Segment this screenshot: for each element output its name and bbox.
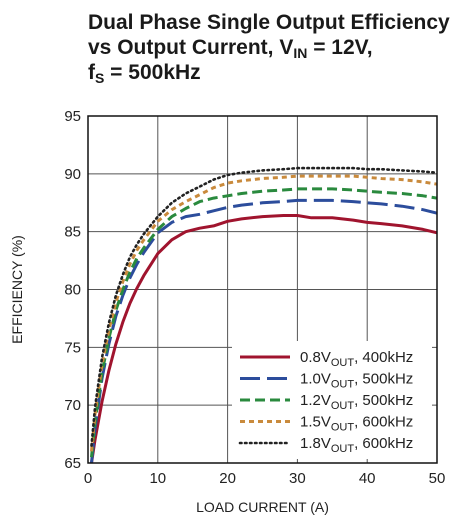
legend-label-1: 0.8VOUT, 400kHz <box>300 349 413 369</box>
series-line-2 <box>90 198 437 463</box>
series-line-4 <box>90 174 437 452</box>
y-tick-label: 95 <box>64 108 81 125</box>
legend-label-4: 1.5VOUT, 600kHz <box>300 414 413 434</box>
series-line-1 <box>90 214 437 463</box>
y-axis-label: EFFICIENCY (%) <box>9 235 25 344</box>
series-line-3 <box>90 187 437 458</box>
title-line-3: fS = 500kHz <box>88 61 201 86</box>
x-tick-label: 0 <box>84 470 92 487</box>
y-tick-label: 85 <box>64 224 81 241</box>
x-tick-label: 40 <box>359 470 376 487</box>
legend-label-3: 1.2VOUT, 500kHz <box>300 392 413 412</box>
tick-labels: 0 10 20 30 40 50 65 70 75 80 85 90 95 <box>64 108 445 487</box>
chart-title: Dual Phase Single Output Efficiency vs O… <box>88 10 458 85</box>
series-lines <box>90 166 437 463</box>
plot-frame <box>87 115 438 464</box>
legend-background <box>232 341 432 459</box>
y-tick-label: 70 <box>64 397 81 414</box>
title-line-2: vs Output Current, VIN = 12V, <box>88 36 373 61</box>
y-tick-label: 65 <box>64 455 81 472</box>
series-line-5 <box>90 166 437 447</box>
legend-label-5: 1.8VOUT, 600kHz <box>300 435 413 455</box>
y-tick-label: 75 <box>64 339 81 356</box>
x-tick-label: 50 <box>429 470 446 487</box>
x-axis-label: LOAD CURRENT (A) <box>196 499 329 515</box>
x-tick-label: 20 <box>219 470 236 487</box>
y-tick-label: 80 <box>64 282 81 299</box>
y-tick-label: 90 <box>64 166 81 183</box>
x-tick-label: 30 <box>289 470 306 487</box>
legend-label-2: 1.0VOUT, 500kHz <box>300 371 413 391</box>
x-tick-label: 10 <box>149 470 166 487</box>
title-line-1: Dual Phase Single Output Efficiency <box>88 11 450 34</box>
